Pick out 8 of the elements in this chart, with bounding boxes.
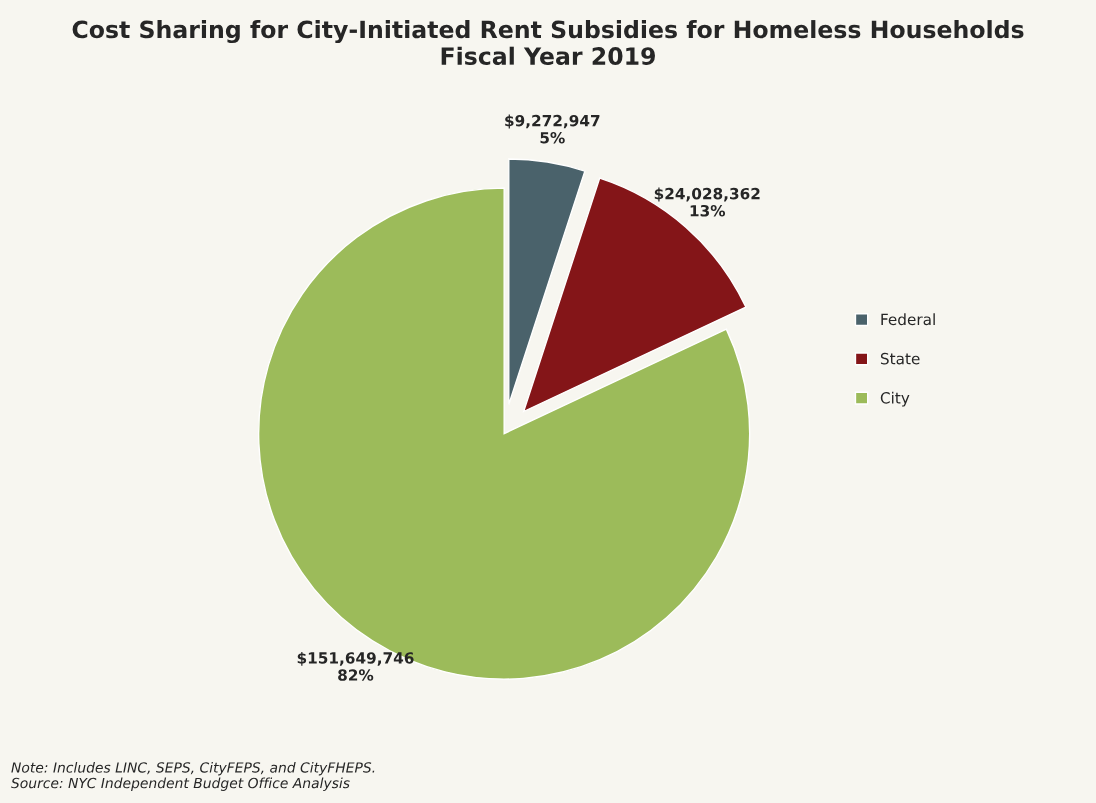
- data-label: $9,272,947 5%: [505, 114, 600, 144]
- text: Note: Includes LINC, SEPS, CityFEPS, and CityFHEPS. Source: NYC Independent Budget Office Analysis: [11, 761, 375, 791]
- chart-title: Cost Sharing for City-Initiated Rent Subsidies for Homeless Households Fiscal Year 2019: [72, 20, 1024, 65]
- data-label: $151,649,746 82%: [297, 651, 414, 681]
- data-label: $24,028,362 13%: [654, 187, 760, 217]
- legend-label: Federal: [881, 313, 935, 326]
- legend-label: State: [880, 352, 920, 365]
- legend-label: City: [880, 391, 910, 407]
